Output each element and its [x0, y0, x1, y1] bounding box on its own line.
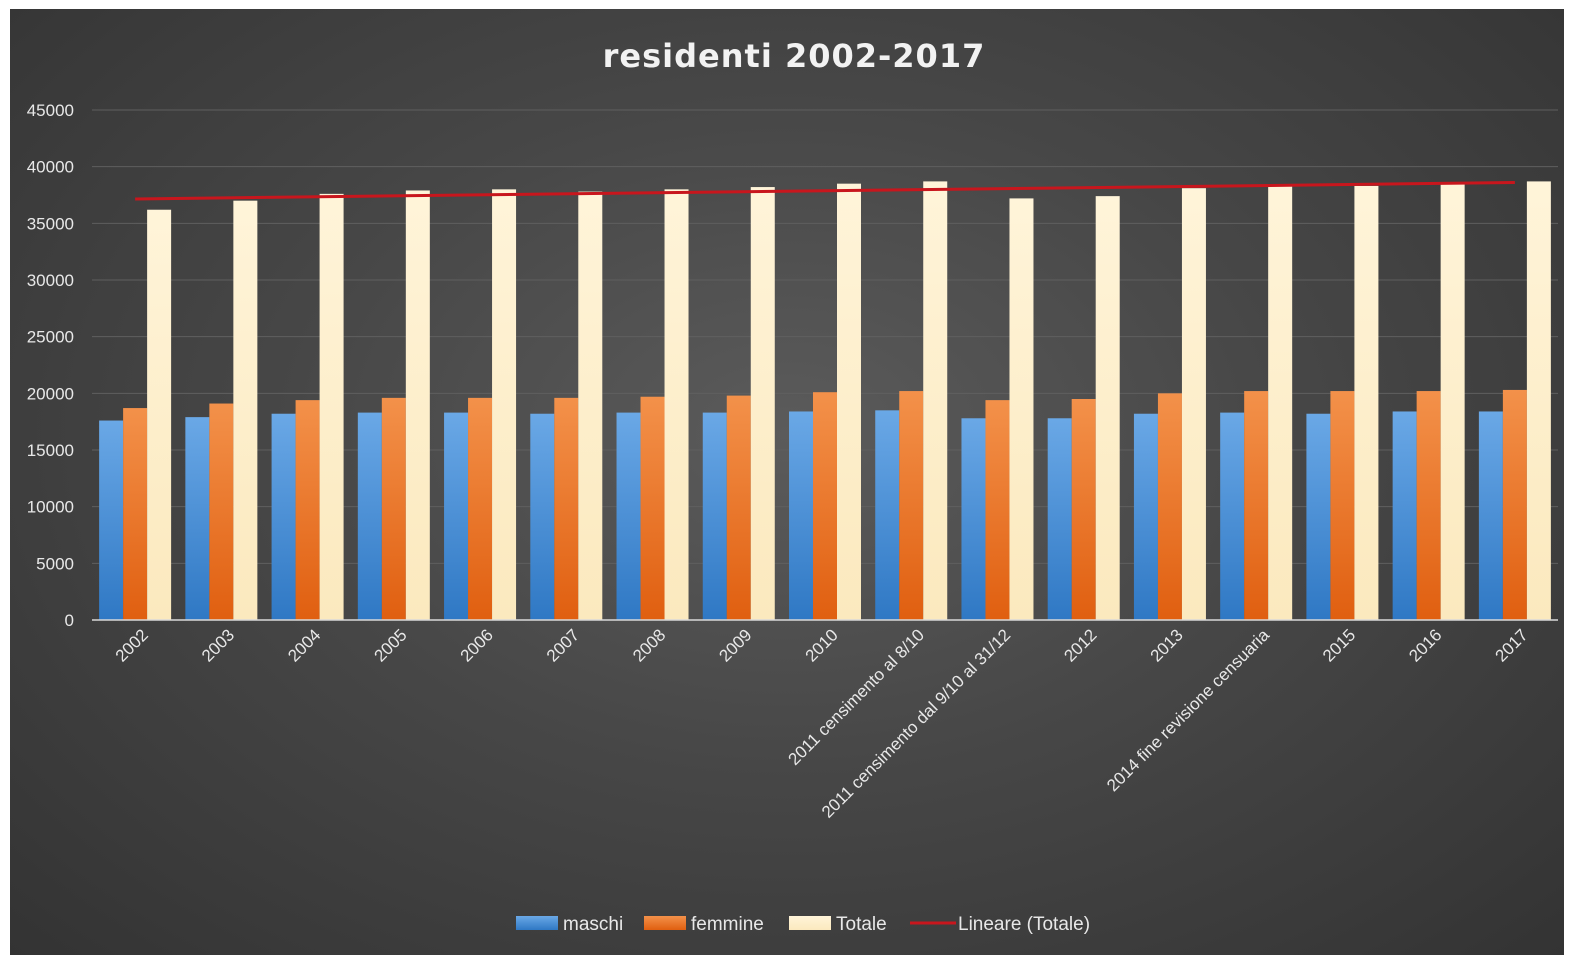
- y-tick-label: 20000: [27, 384, 74, 403]
- bar-maschi: [185, 417, 210, 620]
- trendline-layer: [135, 181, 1515, 201]
- bar-maschi: [1392, 411, 1417, 620]
- bar-maschi: [875, 410, 900, 620]
- bar-femmine: [123, 408, 148, 620]
- bar-maschi: [530, 413, 555, 620]
- x-tick-label: 2005: [370, 625, 410, 665]
- x-tick-label: 2008: [629, 625, 669, 665]
- legend-swatch: [789, 916, 831, 930]
- bar-femmine: [1502, 389, 1527, 620]
- legend-label: maschi: [563, 914, 623, 935]
- bar-femmine: [209, 403, 234, 620]
- bar-femmine: [381, 397, 406, 620]
- x-tick-label: 2003: [198, 625, 238, 665]
- y-tick-label: 15000: [27, 441, 74, 460]
- bar-femmine: [899, 391, 924, 620]
- bar-maschi: [1047, 418, 1072, 620]
- bar-femmine: [813, 392, 837, 620]
- y-tick-label: 35000: [27, 214, 74, 233]
- x-axis-categories: 2002 2003 2004 2005 2006 2007 2008 2009 20102011…: [112, 625, 1532, 822]
- x-tick-label: 2017: [1492, 625, 1532, 665]
- bar-totale: [147, 209, 172, 620]
- y-tick-label: 40000: [27, 158, 74, 177]
- bar-maschi: [1133, 413, 1158, 620]
- bar-totale: [1354, 185, 1379, 620]
- bar-femmine: [1416, 391, 1441, 620]
- bar-totale: [1009, 198, 1034, 620]
- x-tick-label: 2006: [457, 625, 497, 665]
- bar-totale: [1526, 181, 1551, 620]
- bar-femmine: [1157, 393, 1182, 620]
- bar-maschi: [444, 412, 469, 620]
- x-tick-label: 2004: [284, 625, 324, 665]
- bar-maschi: [1220, 412, 1245, 620]
- x-tick-label: 2010: [802, 625, 842, 665]
- bar-maschi: [961, 418, 986, 620]
- x-tick-label: 2013: [1147, 625, 1187, 665]
- legend-label: femmine: [691, 914, 764, 935]
- bar-femmine: [985, 400, 1010, 620]
- x-tick-label: 2009: [715, 625, 755, 665]
- bar-maschi: [99, 420, 124, 620]
- y-tick-label: 30000: [27, 271, 74, 290]
- y-axis-ticks: 0 5000 10000 15000 20000 25000 30000 35000 40000…: [27, 101, 74, 630]
- chart-area: residenti 2002-2017 0 5000 10000 15000 20000…: [10, 9, 1564, 955]
- bar-totale: [578, 191, 603, 620]
- x-tick-label: 2002: [112, 625, 152, 665]
- bar-totale: [1095, 196, 1120, 620]
- x-tick-label: 2011 censimento dal 9/10 al 31/12: [818, 625, 1014, 821]
- bar-maschi: [357, 412, 382, 620]
- bar-totale: [664, 189, 689, 621]
- y-tick-label: 10000: [27, 498, 74, 517]
- bar-femmine: [1071, 399, 1096, 620]
- legend-label: Totale: [836, 914, 887, 935]
- bars: [99, 181, 1551, 621]
- bar-totale: [233, 200, 258, 620]
- bar-totale: [1440, 183, 1465, 620]
- bar-maschi: [1478, 411, 1503, 620]
- y-tick-label: 0: [65, 611, 74, 630]
- legend: maschi femmine Totale Lineare (Totale): [516, 914, 1090, 935]
- x-tick-label: 2014 fine revisione censuaria: [1103, 625, 1273, 795]
- y-tick-label: 25000: [27, 328, 74, 347]
- y-tick-label: 45000: [27, 101, 74, 120]
- bar-femmine: [640, 396, 665, 620]
- bar-femmine: [295, 400, 320, 620]
- bar-maschi: [702, 412, 727, 620]
- bar-totale: [837, 183, 861, 620]
- legend-swatch: [516, 916, 558, 930]
- bar-femmine: [468, 397, 493, 620]
- x-tick-label: 2015: [1319, 625, 1359, 665]
- y-tick-label: 5000: [36, 554, 74, 573]
- bar-maschi: [1306, 413, 1331, 620]
- x-tick-label: 2012: [1060, 625, 1100, 665]
- bar-femmine: [554, 397, 579, 620]
- legend-item: femmine: [644, 914, 764, 935]
- legend-item: maschi: [516, 914, 623, 935]
- bar-totale: [923, 181, 948, 620]
- legend-label: Lineare (Totale): [958, 914, 1090, 935]
- trendline: [135, 181, 1515, 201]
- x-tick-label: 2007: [543, 625, 583, 665]
- chart-svg: residenti 2002-2017 0 5000 10000 15000 20000…: [27, 37, 1558, 935]
- bar-maschi: [271, 413, 296, 620]
- chart-title: residenti 2002-2017: [603, 37, 986, 75]
- bar-maschi: [616, 412, 641, 620]
- legend-item: Totale: [789, 914, 887, 935]
- bar-totale: [1181, 188, 1206, 620]
- x-tick-label: 2016: [1405, 625, 1445, 665]
- bar-totale: [750, 187, 775, 621]
- bar-totale: [492, 189, 517, 621]
- bar-totale: [405, 190, 430, 620]
- legend-item: Lineare (Totale): [910, 914, 1090, 935]
- bar-femmine: [1244, 391, 1269, 620]
- legend-swatch: [644, 916, 686, 930]
- bar-totale: [1268, 185, 1293, 620]
- bar-femmine: [726, 395, 751, 620]
- bar-femmine: [1330, 391, 1355, 620]
- bar-maschi: [789, 411, 813, 620]
- bar-totale: [319, 193, 344, 620]
